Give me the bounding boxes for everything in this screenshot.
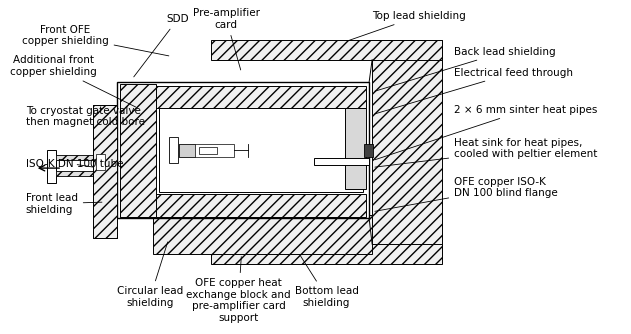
Text: Heat sink for heat pipes,
cooled with peltier element: Heat sink for heat pipes, cooled with pe… (375, 138, 598, 167)
Text: To cryostat gate valve
then magnet cold bore: To cryostat gate valve then magnet cold … (26, 106, 144, 127)
Bar (93, 105, 117, 238)
Bar (56, 155, 117, 160)
Bar (117, 82, 369, 218)
Bar (120, 86, 366, 108)
Bar (160, 108, 363, 192)
Bar (364, 144, 374, 157)
Text: OFE copper ISO-K
DN 100 blind flange: OFE copper ISO-K DN 100 blind flange (375, 177, 558, 211)
Text: Top lead shielding: Top lead shielding (348, 11, 466, 41)
Text: Front lead
shielding: Front lead shielding (26, 193, 102, 214)
Bar (47, 150, 56, 183)
Bar (168, 137, 178, 163)
Text: SDD: SDD (134, 14, 189, 77)
Text: Circular lead
shielding: Circular lead shielding (117, 242, 184, 308)
Text: 2 × 6 mm sinter heat pipes: 2 × 6 mm sinter heat pipes (375, 105, 598, 160)
Bar (179, 144, 195, 157)
Bar (179, 144, 234, 157)
Text: Back lead shielding: Back lead shielding (375, 46, 556, 91)
Bar (314, 158, 369, 165)
Bar (120, 84, 156, 217)
Bar (211, 244, 442, 264)
Bar (47, 155, 117, 160)
Text: ISO-K DN 100 tube: ISO-K DN 100 tube (26, 159, 123, 169)
Bar (120, 194, 366, 217)
Bar (47, 171, 117, 176)
Text: OFE copper heat
exchange block and
pre-amplifier card
support: OFE copper heat exchange block and pre-a… (186, 257, 291, 323)
Text: Bottom lead
shielding: Bottom lead shielding (295, 256, 358, 308)
Bar (96, 154, 105, 170)
Bar (93, 105, 117, 238)
Bar (199, 147, 217, 154)
Text: Electrical feed through: Electrical feed through (375, 67, 573, 114)
Bar (345, 108, 366, 189)
Text: Pre-amplifier
card: Pre-amplifier card (193, 8, 260, 70)
Bar (372, 40, 442, 254)
Bar (56, 171, 117, 176)
Text: Front OFE
copper shielding: Front OFE copper shielding (22, 25, 169, 56)
Bar (211, 40, 442, 60)
Bar (153, 215, 372, 254)
Text: Additional front
copper shielding: Additional front copper shielding (9, 55, 136, 107)
